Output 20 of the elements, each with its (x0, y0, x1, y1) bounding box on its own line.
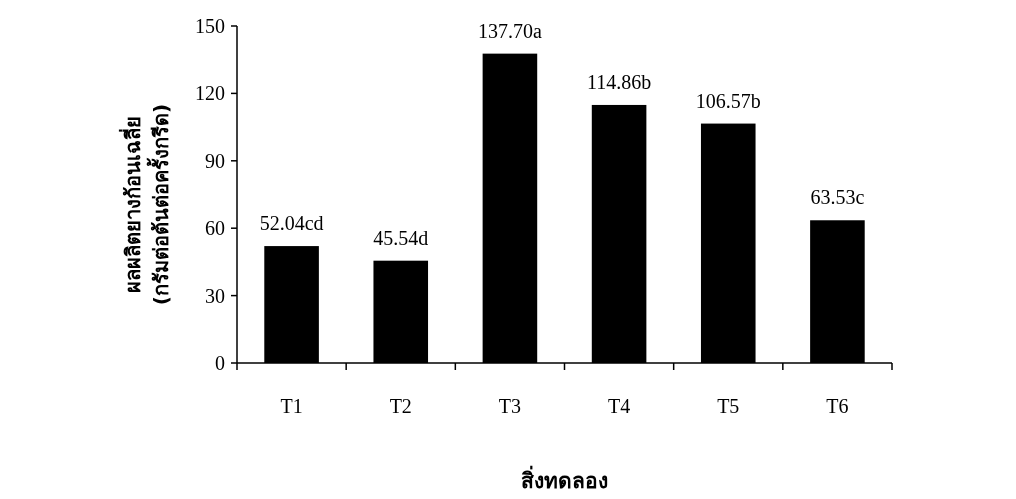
x-tick-label: T2 (389, 395, 412, 417)
y-tick-label: 60 (205, 217, 225, 240)
y-tick-label: 30 (205, 284, 225, 307)
data-label: 114.86b (586, 70, 652, 93)
x-tick-label: T3 (498, 395, 522, 417)
y-tick-label: 120 (195, 82, 225, 105)
x-tick-label: T5 (717, 395, 740, 417)
y-tick-label: 150 (195, 15, 225, 37)
data-label: 63.53c (810, 186, 865, 209)
x-tick-label: T4 (607, 395, 631, 417)
y-tick-label: 90 (205, 149, 225, 172)
data-label: 106.57b (695, 89, 761, 112)
y-axis-title: ผลผลิตยางก้อนเฉลี่ย (กรัมต่อต้นต่อครั้งกรีด) (118, 103, 173, 306)
x-tick-label: T6 (826, 395, 849, 417)
data-label: 52.04cd (259, 212, 324, 235)
y-tick-label: 0 (215, 352, 225, 374)
data-label: 137.70a (477, 19, 542, 42)
x-tick-label: T1 (280, 395, 303, 417)
data-label: 45.54d (373, 226, 429, 249)
x-axis-title: สิ่งทดลอง (521, 465, 608, 493)
